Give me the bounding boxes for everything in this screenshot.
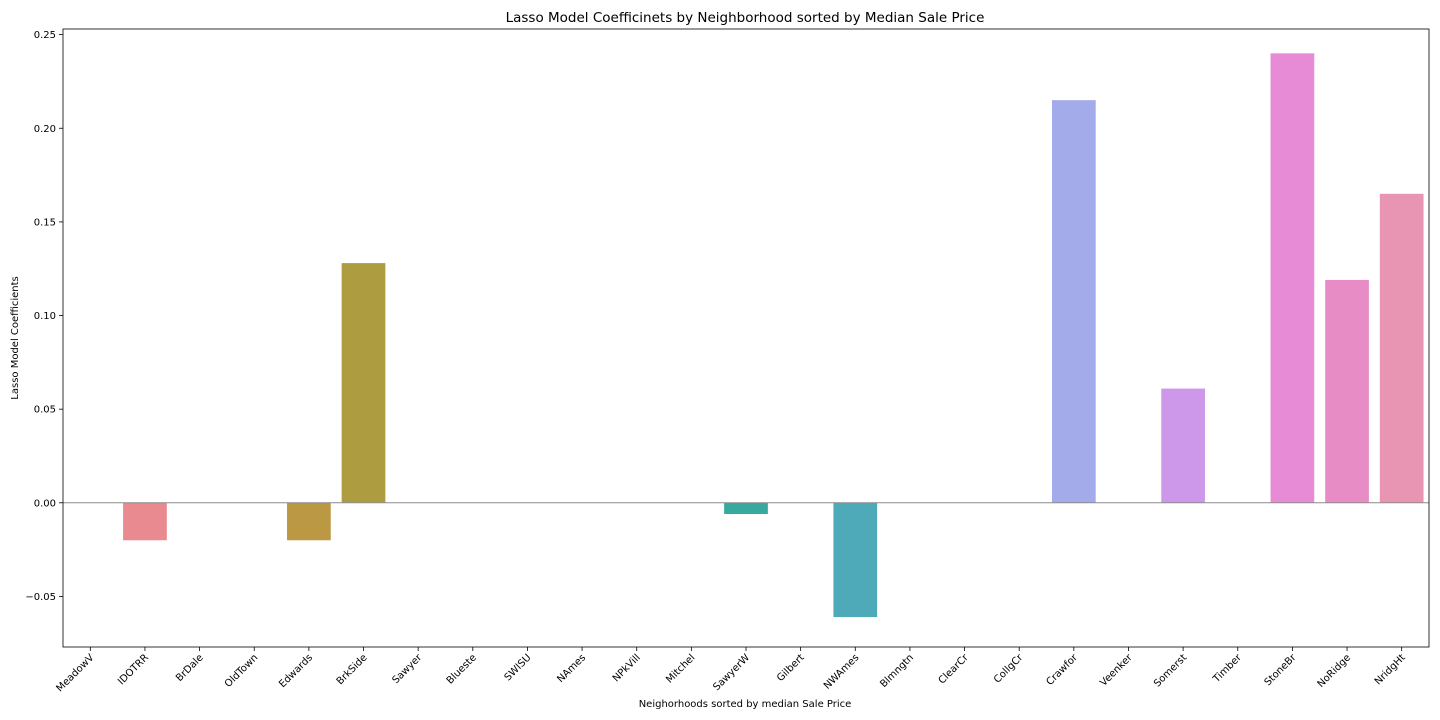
x-tick-label: NWAmes xyxy=(822,652,861,691)
y-tick-label: 0.20 xyxy=(34,124,56,135)
y-axis: −0.05 0.00 0.05 0.10 0.15 0.20 0.25 xyxy=(25,30,63,603)
y-tick-label: −0.05 xyxy=(25,592,56,603)
x-tick-label: ClearCr xyxy=(937,652,972,687)
x-tick-label: CollgCr xyxy=(992,652,1026,686)
y-tick-label: 0.15 xyxy=(34,217,56,228)
x-tick-label: NAmes xyxy=(555,652,588,685)
x-tick-label: NPkVill xyxy=(611,652,643,684)
bar-StoneBr xyxy=(1270,53,1315,503)
x-tick-label: StoneBr xyxy=(1263,652,1300,689)
x-tick-label: IDOTRR xyxy=(116,652,151,687)
bar-NoRidge xyxy=(1325,279,1369,503)
chart-title: Lasso Model Coefficinets by Neighborhood… xyxy=(506,10,985,26)
x-tick-label: Mitchel xyxy=(664,652,697,685)
x-tick-label: Gilbert xyxy=(775,652,807,684)
x-axis-label: Neighorhoods sorted by median Sale Price xyxy=(639,699,852,710)
y-tick-label: 0.10 xyxy=(34,311,56,322)
bar-SawyerW xyxy=(724,502,768,515)
bar-NridgHt xyxy=(1379,193,1424,503)
x-tick-label: SWISU xyxy=(503,652,534,683)
y-axis-label: Lasso Model Coefficients xyxy=(10,276,21,399)
bar-Edwards xyxy=(287,502,331,541)
bar-BrkSide xyxy=(341,263,386,503)
bar-IDOTRR xyxy=(123,502,167,541)
bar-NWAmes xyxy=(833,502,878,618)
x-tick-label: Blueste xyxy=(445,652,479,686)
bars-group xyxy=(123,53,1424,618)
x-tick-label: Sawyer xyxy=(390,652,424,686)
x-axis: MeadowV IDOTRR BrDale OldTown Edwards BrkSide… xyxy=(54,647,1408,694)
x-tick-label: NoRidge xyxy=(1316,652,1354,690)
x-tick-label: Veenker xyxy=(1098,652,1135,689)
x-tick-label: SawyerW xyxy=(711,652,752,693)
y-tick-label: 0.05 xyxy=(34,405,56,416)
x-tick-label: MeadowV xyxy=(54,652,96,694)
x-tick-label: Crawfor xyxy=(1044,652,1080,688)
x-tick-label: NridgHt xyxy=(1373,652,1408,687)
y-tick-label: 0.00 xyxy=(34,498,56,509)
x-tick-label: Edwards xyxy=(277,652,315,690)
x-tick-label: BrDale xyxy=(174,652,206,684)
plot-area-frame xyxy=(62,28,1430,648)
bar-Somerst xyxy=(1161,388,1205,503)
x-tick-label: OldTown xyxy=(223,652,261,690)
bar-Crawfor xyxy=(1051,100,1096,503)
x-tick-label: Timber xyxy=(1211,652,1245,686)
x-tick-label: BrkSide xyxy=(335,652,370,687)
y-tick-label: 0.25 xyxy=(34,30,56,41)
x-tick-label: Blmngtn xyxy=(878,652,916,690)
x-tick-label: Somerst xyxy=(1152,652,1189,689)
